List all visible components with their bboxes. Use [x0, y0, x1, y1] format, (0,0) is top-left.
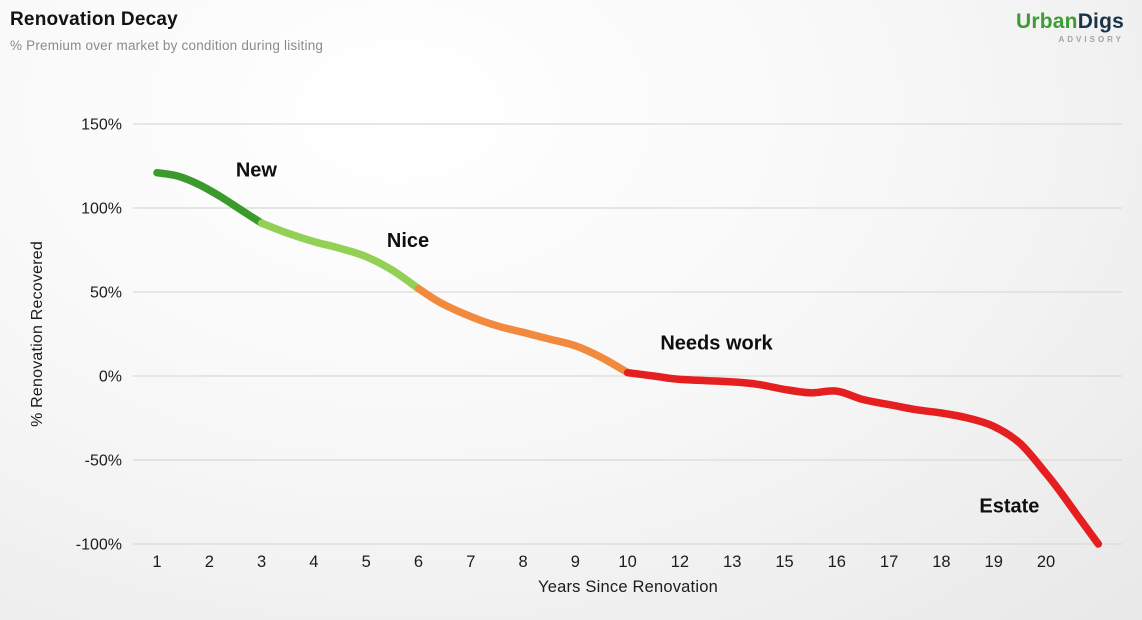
y-tick-label: 50%	[90, 285, 122, 302]
y-axis-title: % Renovation Recovered	[29, 241, 46, 427]
x-tick-label: 19	[985, 553, 1003, 571]
x-tick-label: 13	[723, 553, 741, 571]
x-tick-label: 15	[775, 553, 793, 571]
x-axis-title: Years Since Renovation	[538, 578, 718, 596]
x-tick-label: 2	[205, 553, 214, 571]
x-tick-label: 4	[309, 553, 318, 571]
urbandigs-logo: UrbanDigs ADVISORY	[1016, 10, 1124, 44]
logo-brand-digs: Digs	[1077, 10, 1124, 33]
annotation-new: New	[236, 159, 278, 181]
logo-brand-urban: Urban	[1016, 10, 1078, 33]
x-tick-label: 18	[932, 553, 950, 571]
logo-tagline: ADVISORY	[1058, 35, 1124, 44]
y-tick-label: -50%	[85, 453, 122, 470]
x-tick-label: 3	[257, 553, 266, 571]
x-tick-label: 1	[152, 553, 161, 571]
logo-wordmark: UrbanDigs	[1016, 10, 1124, 34]
y-tick-label: 150%	[81, 117, 122, 134]
x-tick-label: 7	[466, 553, 475, 571]
page-subtitle: % Premium over market by condition durin…	[10, 38, 324, 53]
chart-header: Renovation Decay % Premium over market b…	[10, 9, 323, 53]
segment-estate	[623, 368, 1103, 548]
segment-new	[153, 168, 266, 227]
segment-nice	[257, 219, 423, 293]
x-tick-label: 12	[671, 553, 689, 571]
annotation-needs-work: Needs work	[660, 332, 773, 354]
annotation-estate: Estate	[979, 495, 1039, 517]
x-tick-label: 20	[1037, 553, 1055, 571]
x-tick-label: 17	[880, 553, 898, 571]
page-title: Renovation Decay	[10, 9, 178, 30]
x-tick-label: 10	[618, 553, 636, 571]
x-tick-label: 6	[414, 553, 423, 571]
x-tick-label: 5	[362, 553, 371, 571]
segment-needs-work	[414, 284, 632, 377]
y-tick-label: 100%	[81, 201, 122, 218]
x-tick-label: 9	[571, 553, 580, 571]
y-tick-label: 0%	[99, 369, 122, 386]
annotation-nice: Nice	[387, 230, 429, 252]
x-tick-label: 8	[519, 553, 528, 571]
y-tick-label: -100%	[76, 537, 122, 554]
x-tick-label: 16	[828, 553, 846, 571]
